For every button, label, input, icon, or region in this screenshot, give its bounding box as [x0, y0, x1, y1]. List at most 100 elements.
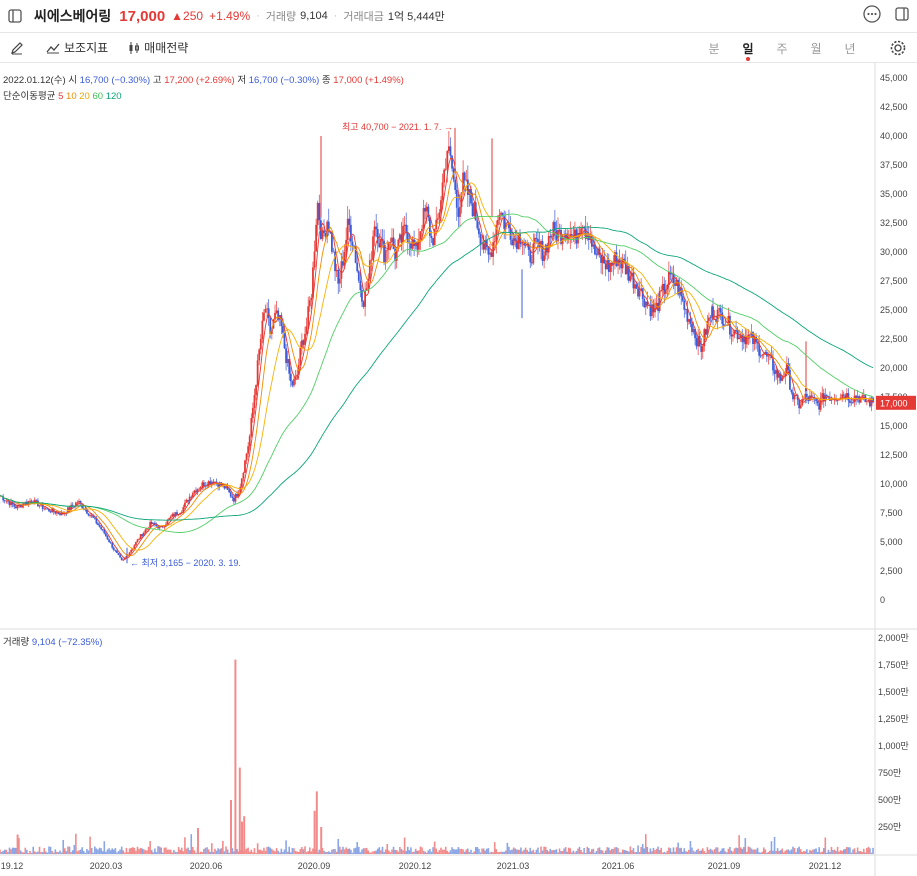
- price-tick-label: 35,000: [880, 189, 908, 199]
- volume-bar: [79, 849, 82, 854]
- indicator-button[interactable]: 보조지표: [46, 39, 108, 56]
- candle-body: [809, 395, 811, 401]
- candle-body: [495, 225, 498, 242]
- period-week[interactable]: 주: [776, 41, 788, 56]
- volume-bar: [631, 850, 633, 854]
- volume-bar: [832, 850, 834, 854]
- volume-bar: [500, 851, 502, 854]
- candle-body: [313, 251, 316, 268]
- volume-bar: [490, 851, 493, 854]
- ma10-label: 10: [66, 91, 77, 102]
- period-year[interactable]: 년: [844, 41, 856, 56]
- candle-body: [35, 499, 38, 501]
- candle-body: [487, 246, 490, 255]
- volume-bar: [455, 849, 458, 854]
- volume-bar: [345, 847, 347, 854]
- volume-bar: [547, 851, 550, 854]
- volume-bar: [348, 848, 351, 854]
- volume-bar: [212, 852, 215, 854]
- volume-bar: [78, 850, 80, 854]
- current-price-tag: [876, 395, 916, 410]
- volume-bar: [294, 851, 297, 854]
- ma120-label: 120: [105, 91, 122, 102]
- candle-body: [411, 239, 414, 249]
- volume-bar: [514, 848, 517, 854]
- candle-body: [182, 507, 185, 513]
- volume-bar: [517, 849, 520, 854]
- candle-body: [225, 486, 227, 489]
- volume-bar: [776, 848, 779, 854]
- candle-body: [125, 555, 128, 558]
- volume-bar: [157, 846, 159, 854]
- high-annotation: 최고 40,700 − 2021. 1. 7. →: [342, 122, 453, 132]
- candle-body: [581, 227, 584, 229]
- candle-body: [683, 300, 686, 310]
- volume-bar: [201, 852, 204, 854]
- volume-bar: [392, 846, 395, 854]
- candle-body: [209, 481, 212, 485]
- candle-body: [387, 242, 390, 250]
- price-tick-label: 7,500: [880, 508, 903, 518]
- candle-body: [493, 241, 496, 243]
- candle-body: [603, 256, 606, 264]
- volume-tick-label: 250만: [878, 822, 901, 832]
- volume-bar: [120, 846, 123, 854]
- left-panel-icon[interactable]: [4, 5, 26, 27]
- volume-bar: [738, 835, 740, 854]
- candle-body: [697, 335, 700, 347]
- candle-body: [481, 243, 483, 245]
- candle-body: [772, 358, 774, 371]
- candle-body: [738, 337, 741, 340]
- volume-bar: [92, 852, 95, 854]
- candle-body: [567, 237, 570, 240]
- period-day[interactable]: 일: [731, 40, 765, 61]
- volume-bar: [419, 846, 422, 854]
- volume-bar: [479, 852, 482, 854]
- candle-body: [293, 379, 295, 386]
- volume-bar: [449, 850, 452, 854]
- candle-body: [353, 245, 355, 247]
- draw-button[interactable]: [10, 41, 28, 55]
- volume-bar: [226, 849, 229, 854]
- volume-bar: [280, 848, 283, 854]
- candle-body: [515, 240, 518, 249]
- time-tick-label: 2021.12: [809, 861, 842, 871]
- volume-bar: [527, 851, 530, 854]
- volume-bar: [117, 851, 120, 854]
- candle-body: [824, 395, 827, 402]
- candle-body: [736, 330, 739, 340]
- volume-bar: [320, 827, 323, 854]
- volume-bar: [478, 848, 480, 854]
- candle-body: [236, 494, 238, 497]
- candle-body: [180, 512, 183, 514]
- trade-strategy-button[interactable]: 매매전략: [128, 39, 188, 56]
- right-panel-icon[interactable]: [895, 7, 909, 26]
- candle-body: [741, 335, 744, 343]
- ma10-line: [0, 170, 874, 557]
- chart-toolbar: 보조지표 매매전략 분 일 주 월 년: [0, 33, 917, 63]
- price-tick-label: 20,000: [880, 363, 908, 373]
- volume-bar: [544, 846, 547, 854]
- candle-body: [718, 308, 721, 310]
- volume-bar: [8, 847, 11, 854]
- candle-body: [157, 526, 159, 529]
- candle-body: [578, 233, 581, 235]
- volume-bar: [674, 851, 676, 854]
- volume-bar: [569, 848, 572, 854]
- volume-bar: [564, 847, 567, 854]
- period-month[interactable]: 월: [810, 41, 822, 56]
- gear-icon[interactable]: [889, 39, 907, 62]
- volume-bar: [367, 850, 370, 854]
- period-selector: 분 일 주 월 년: [697, 33, 867, 63]
- more-icon[interactable]: [863, 5, 881, 28]
- volume-bar: [299, 849, 302, 854]
- candle-body: [319, 220, 322, 239]
- period-minute[interactable]: 분: [708, 41, 720, 56]
- volume-bar: [489, 852, 491, 854]
- volume-bar: [581, 852, 584, 854]
- volume-bar: [146, 850, 148, 854]
- candle-body: [764, 352, 767, 354]
- candle-body: [459, 206, 461, 217]
- price-tick-label: 10,000: [880, 479, 908, 489]
